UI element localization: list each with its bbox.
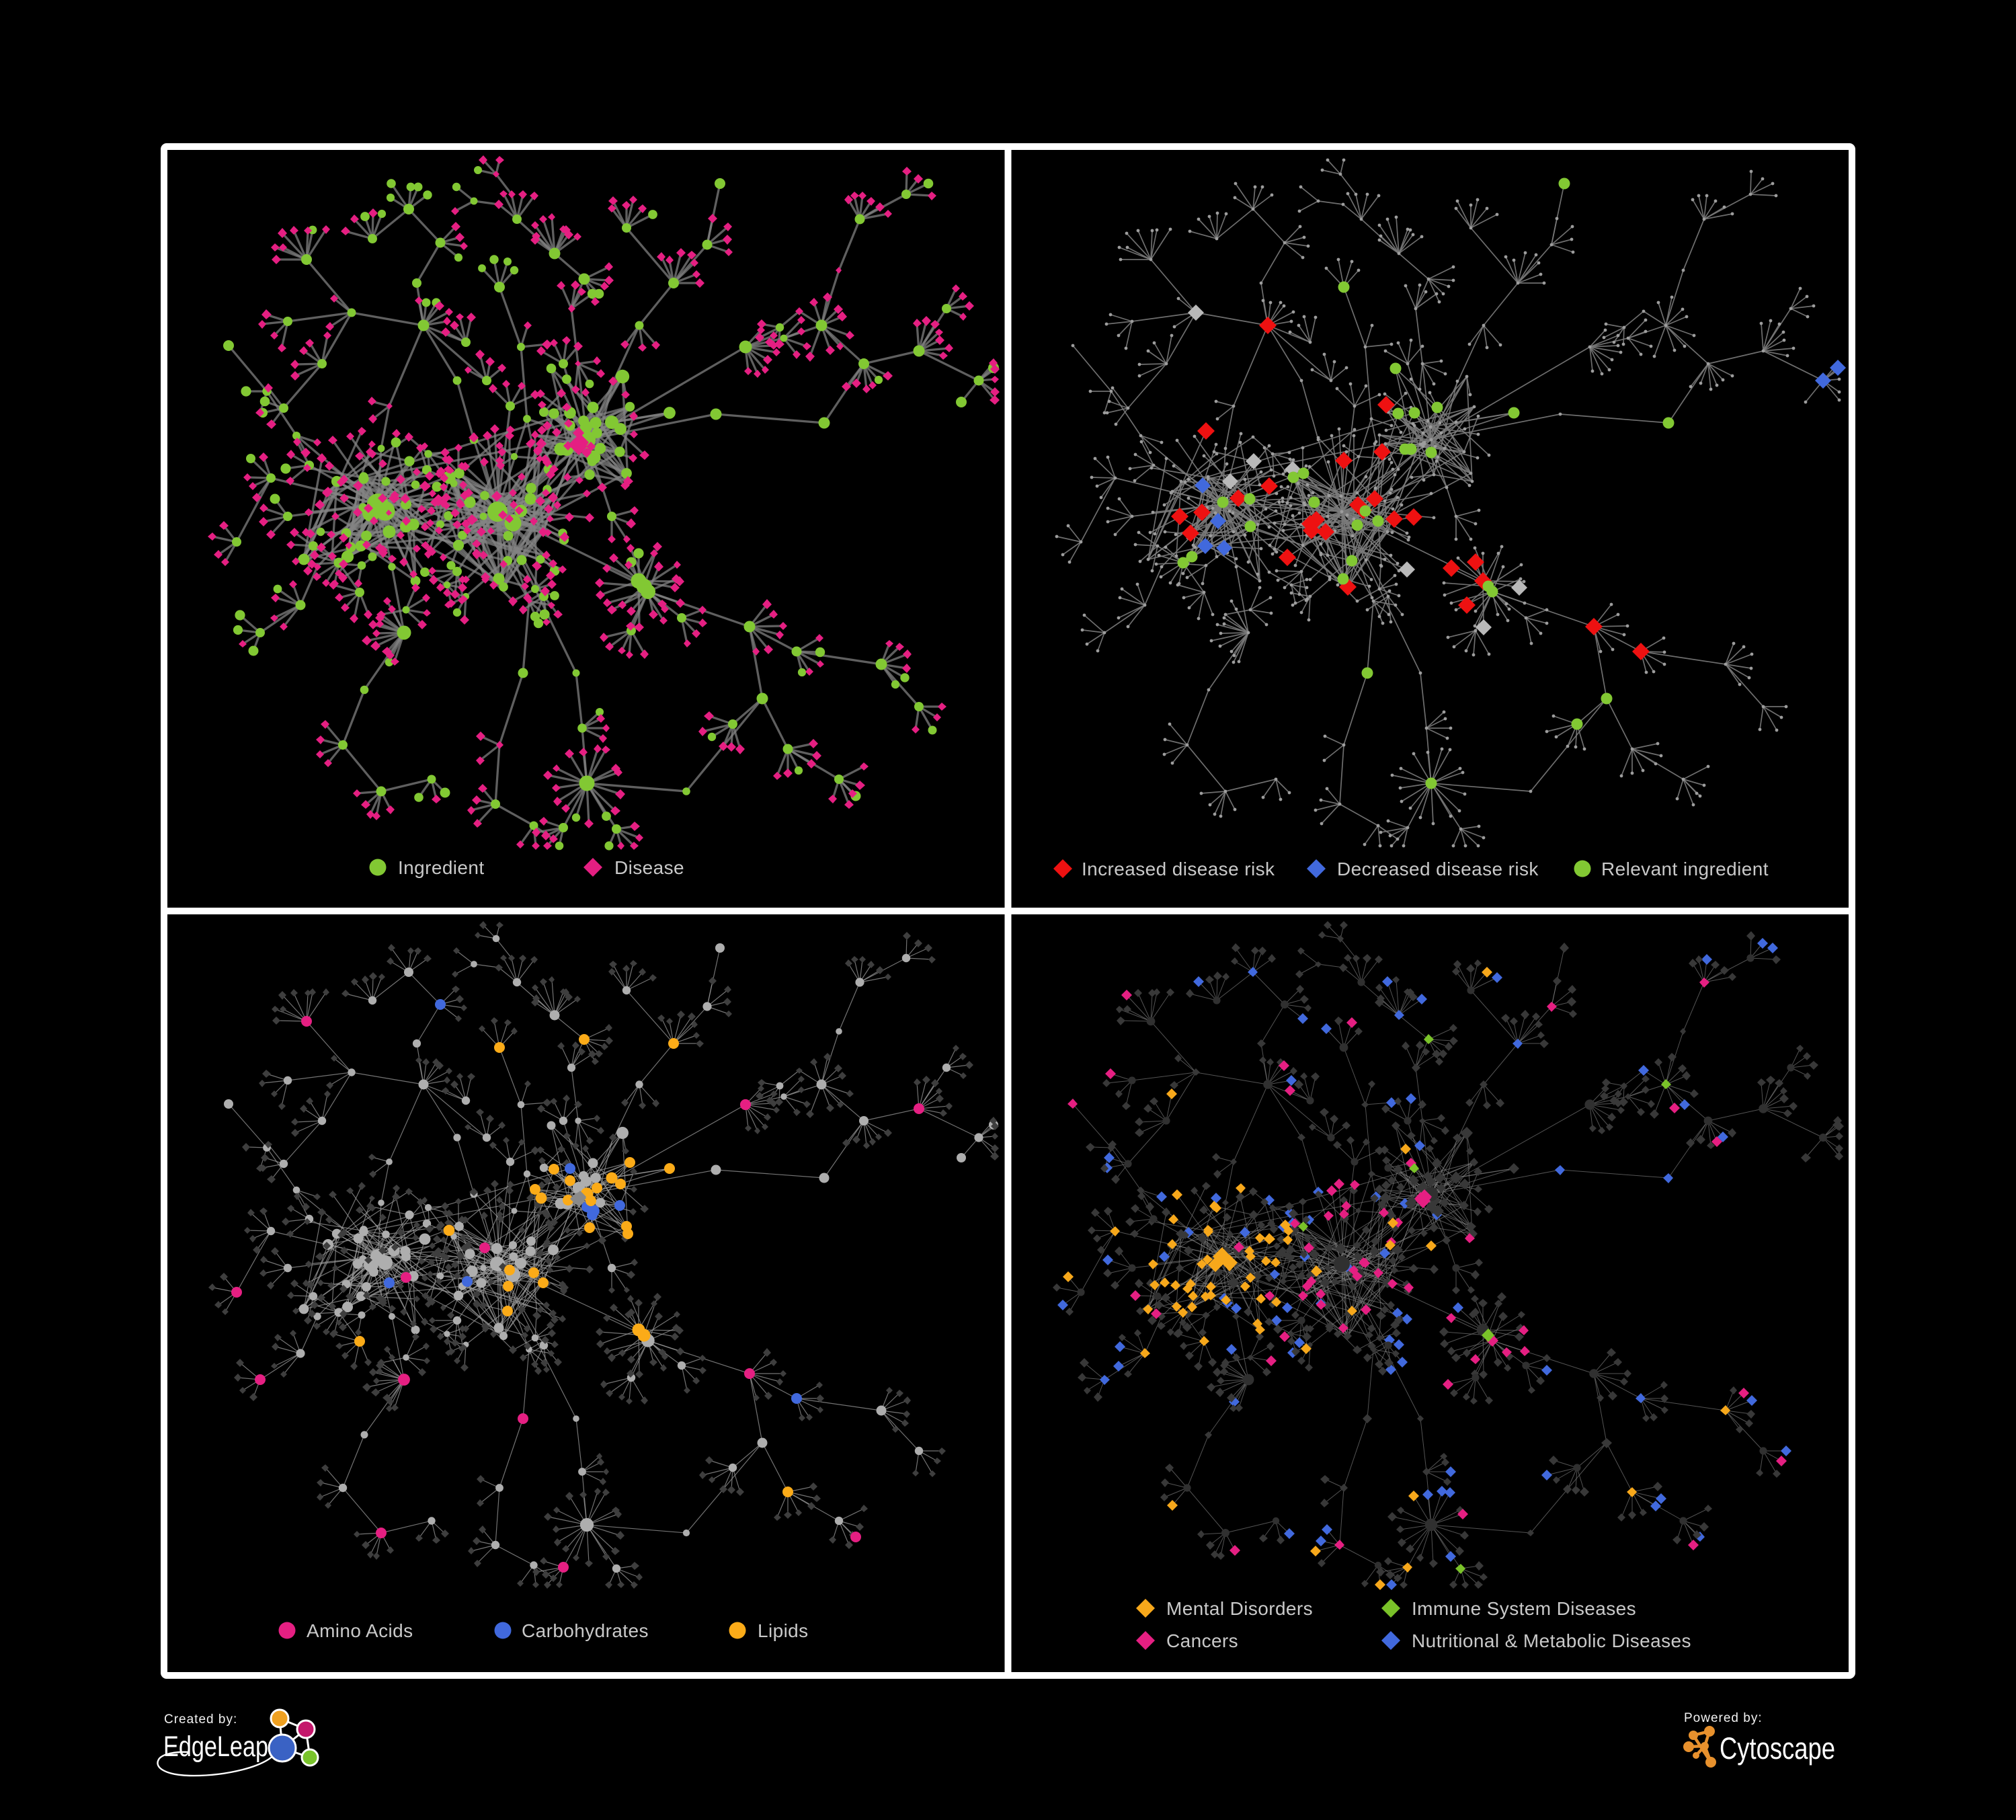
svg-text:Created by:: Created by:	[164, 1712, 237, 1727]
svg-text:Increased disease risk: Increased disease risk	[1082, 859, 1275, 879]
svg-text:Immune System Diseases: Immune System Diseases	[1412, 1598, 1636, 1619]
svg-text:Relevant ingredient: Relevant ingredient	[1601, 859, 1769, 879]
svg-text:Cytoscape: Cytoscape	[1720, 1731, 1835, 1766]
svg-text:Carbohydrates: Carbohydrates	[522, 1620, 649, 1641]
svg-text:Amino Acids: Amino Acids	[307, 1620, 413, 1641]
svg-text:Powered by:: Powered by:	[1684, 1711, 1763, 1725]
svg-text:Ingredient: Ingredient	[398, 857, 485, 878]
svg-text:Mental Disorders: Mental Disorders	[1166, 1598, 1313, 1619]
svg-text:Lipids: Lipids	[758, 1620, 809, 1641]
svg-text:Decreased disease risk: Decreased disease risk	[1337, 859, 1539, 879]
svg-text:Nutritional & Metabolic Diseas: Nutritional & Metabolic Diseases	[1412, 1630, 1691, 1651]
svg-text:Cancers: Cancers	[1166, 1630, 1238, 1651]
svg-text:Disease: Disease	[614, 857, 684, 878]
svg-text:EdgeLeap: EdgeLeap	[163, 1731, 268, 1763]
